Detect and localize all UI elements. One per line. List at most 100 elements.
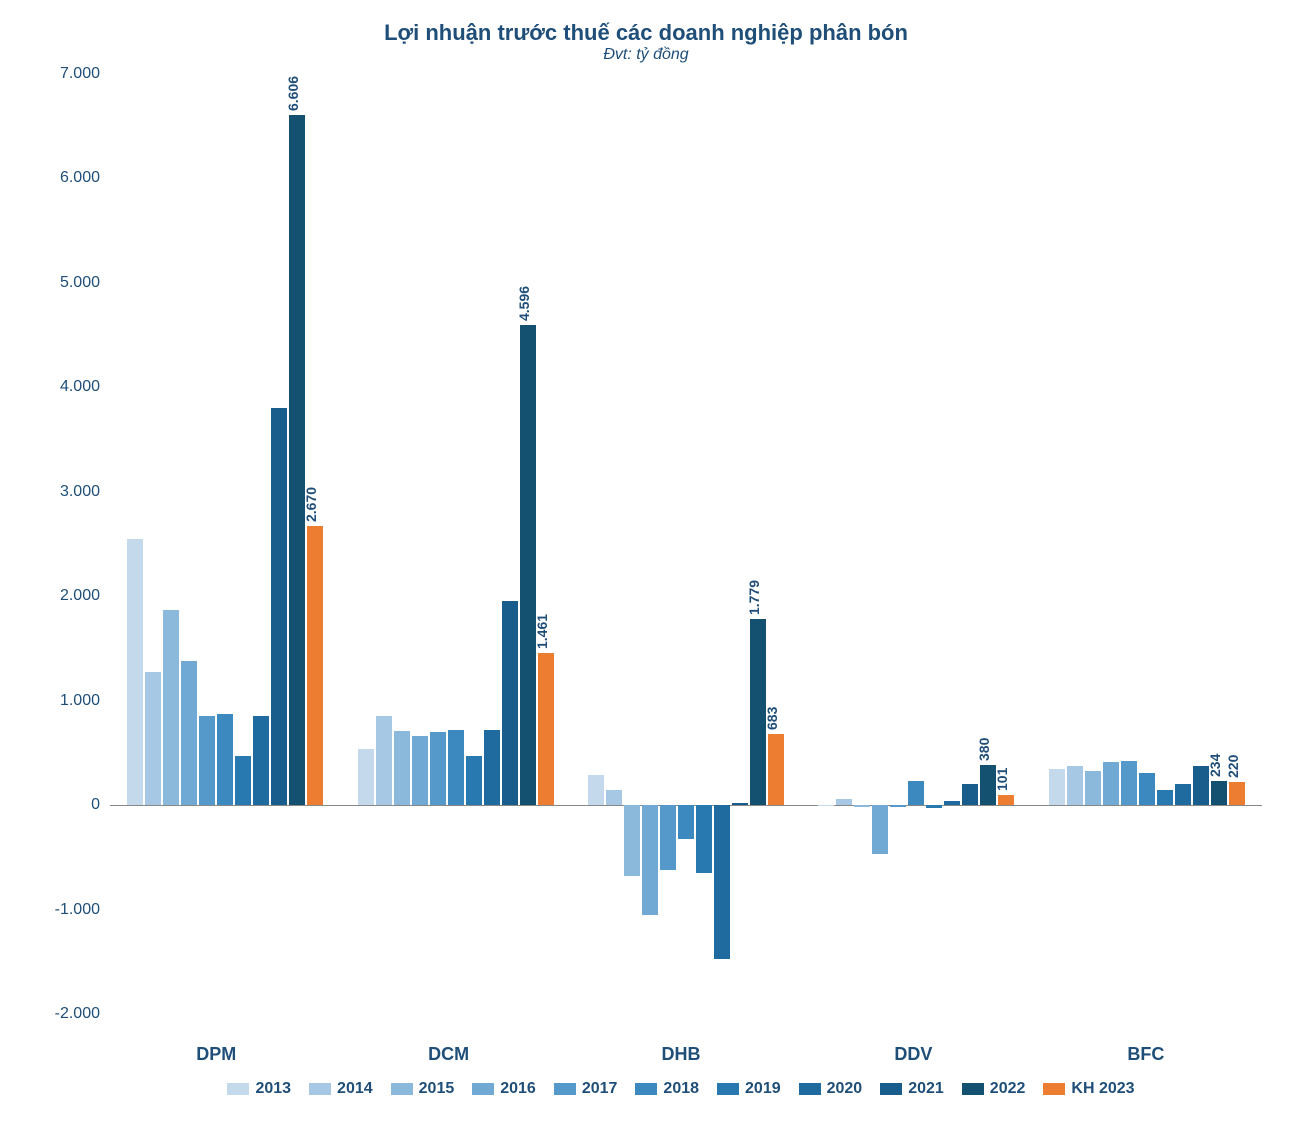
bar bbox=[890, 805, 906, 807]
bar bbox=[998, 795, 1014, 806]
bar-slot bbox=[605, 74, 623, 1014]
bar bbox=[412, 736, 428, 805]
bar-slot bbox=[943, 74, 961, 1014]
bar-slot bbox=[925, 74, 943, 1014]
bar bbox=[962, 784, 978, 805]
bars-container: 4.596 1.461 bbox=[357, 74, 555, 1014]
bar bbox=[394, 731, 410, 805]
bar bbox=[520, 325, 536, 805]
bar bbox=[854, 805, 870, 807]
category-group: 1.779 683 bbox=[571, 74, 801, 1014]
bar-value-label: 101 bbox=[994, 767, 1010, 790]
bar-slot bbox=[393, 74, 411, 1014]
legend-label: 2015 bbox=[419, 1080, 455, 1098]
bar bbox=[538, 653, 554, 806]
bar-value-label: 2.670 bbox=[303, 487, 319, 522]
bar bbox=[145, 672, 161, 805]
bar-slot bbox=[234, 74, 252, 1014]
bar-slot bbox=[1048, 74, 1066, 1014]
plot-area: 6.6062.670 4.596 1.461 1.779 683 380101 234220 bbox=[110, 74, 1262, 1014]
bar-slot bbox=[817, 74, 835, 1014]
bar-slot bbox=[447, 74, 465, 1014]
legend-swatch bbox=[1043, 1083, 1065, 1095]
bars-container: 234220 bbox=[1048, 74, 1246, 1014]
bars-container: 1.779 683 bbox=[587, 74, 785, 1014]
bar bbox=[1157, 790, 1173, 805]
bar-slot bbox=[623, 74, 641, 1014]
bar bbox=[430, 732, 446, 805]
legend-swatch bbox=[309, 1083, 331, 1095]
bar-value-label: 4.596 bbox=[516, 286, 532, 321]
bar-slot bbox=[731, 74, 749, 1014]
x-category-label: BFC bbox=[1030, 1044, 1262, 1065]
legend-swatch bbox=[717, 1083, 739, 1095]
x-category-label: DHB bbox=[565, 1044, 797, 1065]
y-tick-label: 4.000 bbox=[40, 378, 100, 396]
bar-slot: 234 bbox=[1210, 74, 1228, 1014]
bar-slot bbox=[483, 74, 501, 1014]
bar-slot: 220 bbox=[1228, 74, 1246, 1014]
y-tick-label: 3.000 bbox=[40, 483, 100, 501]
bar bbox=[624, 805, 640, 876]
legend-swatch bbox=[391, 1083, 413, 1095]
legend-label: 2019 bbox=[745, 1080, 781, 1098]
legend-item: 2014 bbox=[309, 1080, 373, 1098]
bar-slot bbox=[126, 74, 144, 1014]
bar-slot bbox=[1102, 74, 1120, 1014]
bar bbox=[181, 661, 197, 805]
bar bbox=[307, 526, 323, 805]
bar bbox=[235, 756, 251, 805]
bar-slot bbox=[659, 74, 677, 1014]
bar-slot bbox=[429, 74, 447, 1014]
bar bbox=[872, 805, 888, 854]
bar bbox=[1067, 766, 1083, 805]
bar-slot bbox=[162, 74, 180, 1014]
bar-slot bbox=[1084, 74, 1102, 1014]
legend-item: 2022 bbox=[962, 1080, 1026, 1098]
legend-swatch bbox=[962, 1083, 984, 1095]
bar-value-label: 683 bbox=[764, 706, 780, 729]
bar-slot bbox=[713, 74, 731, 1014]
category-group: 4.596 1.461 bbox=[340, 74, 570, 1014]
bar-slot: 6.606 bbox=[288, 74, 306, 1014]
legend-label: 2022 bbox=[990, 1080, 1026, 1098]
legend-label: 2020 bbox=[827, 1080, 863, 1098]
bar-slot: 1.461 bbox=[537, 74, 555, 1014]
bar-slot bbox=[501, 74, 519, 1014]
bar-value-label: 1.779 bbox=[746, 580, 762, 615]
bar bbox=[1103, 762, 1119, 805]
bar bbox=[1121, 761, 1137, 805]
x-category-label: DPM bbox=[100, 1044, 332, 1065]
legend-swatch bbox=[799, 1083, 821, 1095]
legend-item: 2017 bbox=[554, 1080, 618, 1098]
bar bbox=[768, 734, 784, 805]
bar-slot bbox=[889, 74, 907, 1014]
bar bbox=[289, 115, 305, 805]
bar bbox=[466, 756, 482, 805]
bar-value-label: 220 bbox=[1225, 755, 1241, 778]
legend-swatch bbox=[472, 1083, 494, 1095]
y-tick-label: -1.000 bbox=[40, 901, 100, 919]
bar bbox=[714, 805, 730, 959]
bar bbox=[1211, 781, 1227, 805]
bar-slot bbox=[144, 74, 162, 1014]
bar-slot: 1.779 bbox=[749, 74, 767, 1014]
legend-item: 2021 bbox=[880, 1080, 944, 1098]
legend-swatch bbox=[635, 1083, 657, 1095]
bar-slot bbox=[465, 74, 483, 1014]
bar-slot bbox=[180, 74, 198, 1014]
bar-slot: 2.670 bbox=[306, 74, 324, 1014]
bar-slot: 380 bbox=[979, 74, 997, 1014]
bar bbox=[678, 805, 694, 838]
bar bbox=[836, 799, 852, 805]
bar bbox=[1229, 782, 1245, 805]
bar-value-label: 234 bbox=[1207, 753, 1223, 776]
y-tick-label: 0 bbox=[40, 796, 100, 814]
bar bbox=[1049, 769, 1065, 806]
bar-slot: 683 bbox=[767, 74, 785, 1014]
bar bbox=[1139, 773, 1155, 805]
bar bbox=[448, 730, 464, 805]
bar bbox=[1085, 771, 1101, 805]
bar-slot bbox=[853, 74, 871, 1014]
bar bbox=[732, 803, 748, 805]
